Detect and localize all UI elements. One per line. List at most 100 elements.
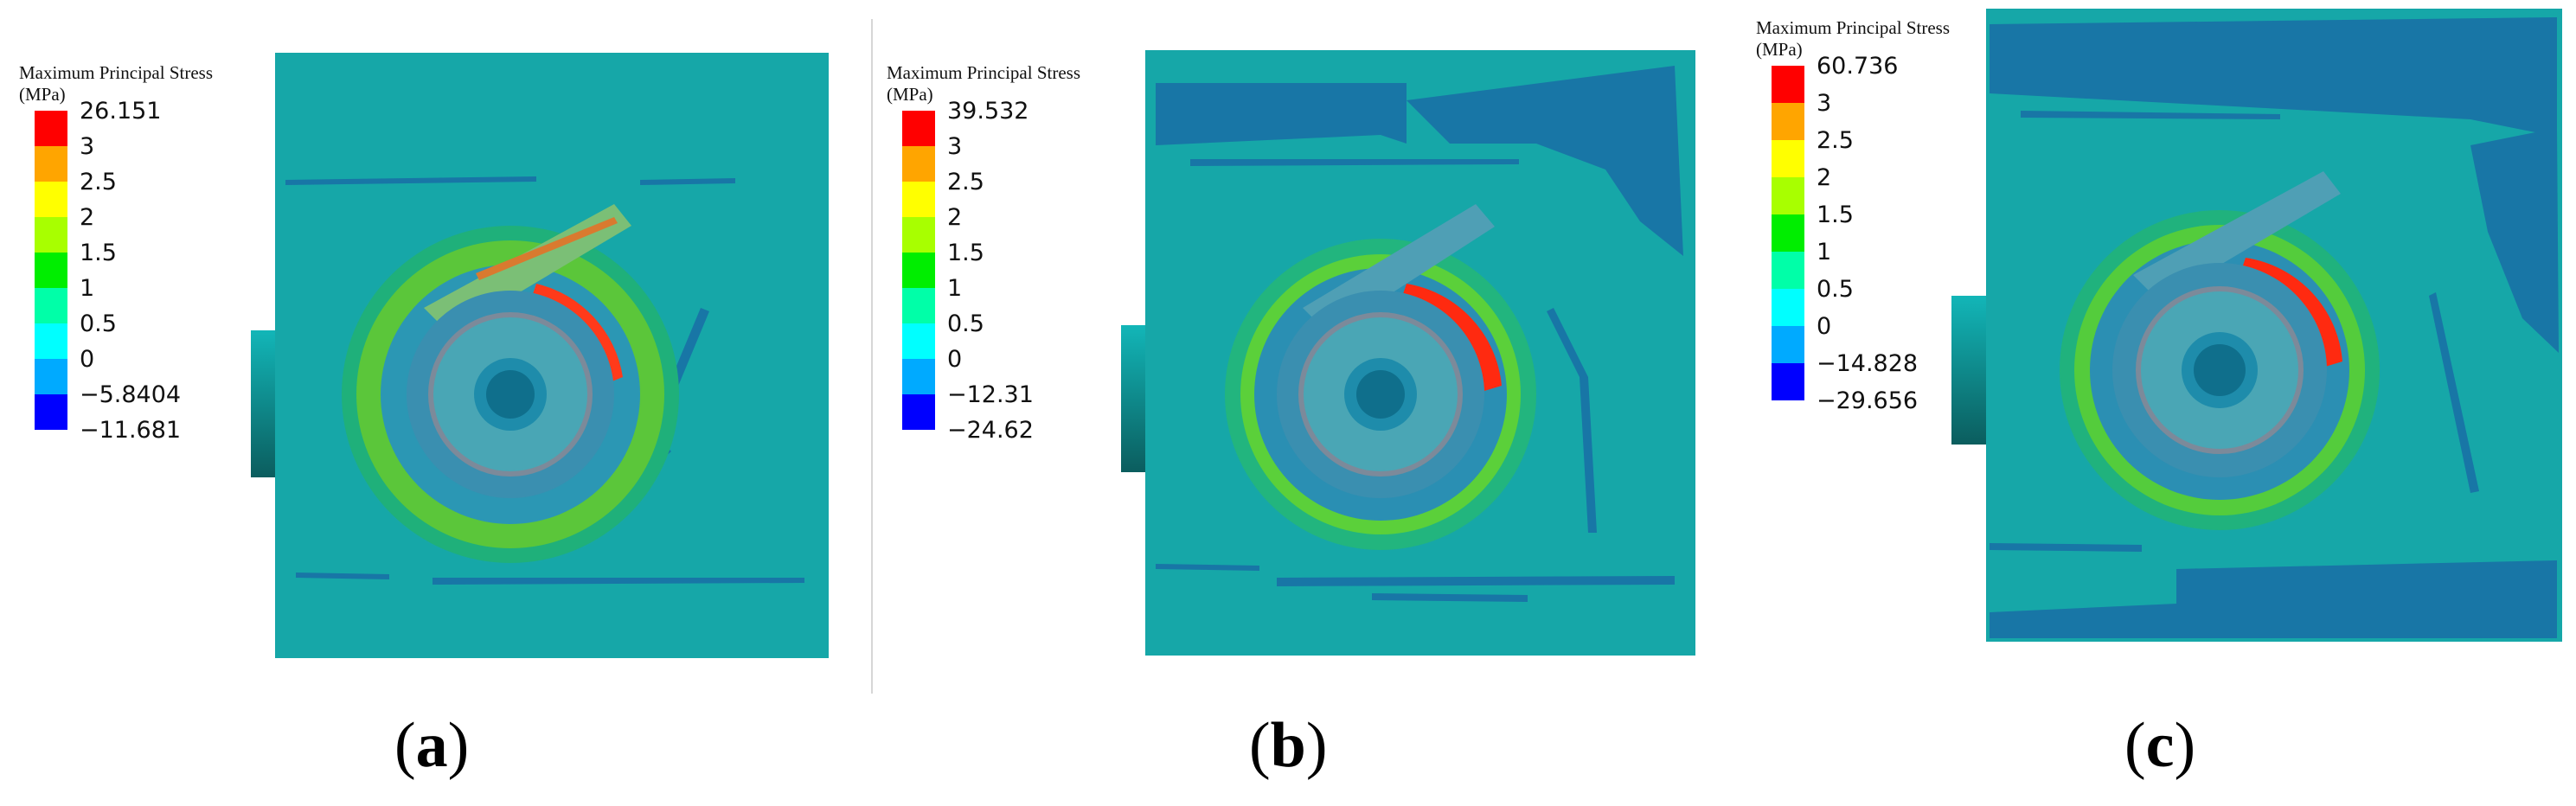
legend-tick: −24.62	[947, 417, 1034, 444]
legend-tick: 1.5	[947, 240, 984, 266]
stress-contour-b	[1121, 50, 1695, 656]
legend-swatch-cyan	[35, 323, 67, 359]
legend-tick: 0	[1817, 313, 1832, 340]
legend-tick: 1	[1817, 239, 1832, 265]
legend-title: Maximum Principal Stress	[19, 62, 213, 83]
caption-paren-open: (	[394, 710, 416, 781]
legend-swatch-green	[35, 253, 67, 288]
caption-paren-open: (	[2124, 710, 2146, 781]
legend-tick: 2.5	[80, 169, 117, 195]
legend-tick: −12.31	[947, 381, 1034, 408]
outlet-stripe	[476, 217, 618, 280]
caption-paren-close: )	[1305, 710, 1328, 781]
panel-caption-c: (c)	[2124, 709, 2195, 783]
caption-letter: b	[1270, 710, 1306, 781]
legend-swatch-lime	[35, 217, 67, 253]
legend-c: Maximum Principal Stress (MPa) 60.736 3 …	[1756, 17, 1950, 414]
legend-swatch-cyan	[1772, 289, 1804, 326]
legend-swatch-blue	[35, 394, 67, 430]
legend-swatch-orange	[902, 146, 935, 182]
crack-patch	[296, 573, 389, 579]
legend-swatch-red	[35, 111, 67, 146]
crack-patch	[1990, 17, 2557, 137]
legend-tick: 2.5	[947, 169, 984, 195]
legend-swatch-sky	[35, 359, 67, 394]
crack-patch	[1156, 83, 1407, 145]
legend-swatch-yellow	[1772, 140, 1804, 177]
stress-contour-a	[251, 53, 829, 658]
caption-letter: c	[2145, 710, 2175, 781]
crack-patch	[1277, 576, 1675, 586]
legend-swatch-orange	[35, 146, 67, 182]
legend-tick: −29.656	[1817, 387, 1919, 414]
legend-b: Maximum Principal Stress (MPa) 39.532 3 …	[887, 62, 1080, 444]
crack-patch	[2470, 128, 2559, 353]
legend-swatch-sky	[1772, 326, 1804, 363]
crack-patch	[2429, 292, 2479, 493]
legend-tick: 26.151	[80, 98, 162, 125]
crack-patch	[1990, 543, 2142, 552]
inlet-pipe-a	[251, 330, 275, 477]
legend-unit: (MPa)	[1756, 39, 1803, 60]
legend-unit: (MPa)	[887, 84, 933, 105]
legend-tick: 3	[947, 133, 963, 160]
legend-unit: (MPa)	[19, 84, 66, 105]
caption-paren-close: )	[447, 710, 470, 781]
legend-tick: 0	[80, 346, 95, 373]
legend-swatch-lime	[902, 217, 935, 253]
legend-a: Maximum Principal Stress (MPa) 26.151 3 …	[19, 62, 213, 444]
legend-swatch-lime	[1772, 177, 1804, 214]
legend-tick: 39.532	[947, 98, 1029, 125]
legend-swatch-orange	[1772, 103, 1804, 140]
legend-swatch-green	[1772, 214, 1804, 252]
crack-patch	[640, 178, 735, 185]
panel-divider	[871, 19, 873, 694]
legend-swatch-cyan	[902, 323, 935, 359]
legend-tick: 0.5	[947, 310, 984, 337]
inlet-pipe-c	[1951, 296, 1986, 445]
legend-tick: 0.5	[1817, 276, 1854, 303]
inlet-pipe-b	[1121, 325, 1145, 472]
crack-patch	[433, 578, 804, 585]
legend-swatch-sky	[902, 359, 935, 394]
shaft-bore	[486, 370, 535, 419]
caption-paren-close: )	[2174, 710, 2196, 781]
legend-tick: 1.5	[1817, 202, 1854, 228]
legend-swatch-teal	[35, 288, 67, 323]
crack-patch	[285, 176, 536, 185]
crack-patch	[1156, 564, 1259, 571]
shaft-bore	[1356, 370, 1405, 419]
crack-patch	[1547, 308, 1597, 533]
caption-paren-open: (	[1249, 710, 1271, 781]
shaft-bore	[2194, 344, 2246, 396]
stress-hotspot	[1401, 284, 1502, 391]
panel-caption-b: (b)	[1249, 709, 1327, 783]
legend-swatch-red	[1772, 66, 1804, 103]
caption-letter: a	[415, 710, 448, 781]
crack-patch	[1407, 66, 1683, 256]
legend-swatch-red	[902, 111, 935, 146]
crack-patch	[1190, 159, 1519, 166]
legend-tick: 3	[80, 133, 95, 160]
legend-swatch-green	[902, 253, 935, 288]
legend-tick: −11.681	[80, 417, 182, 444]
legend-swatch-blue	[902, 394, 935, 430]
legend-tick: 2	[947, 204, 963, 231]
legend-tick: 1	[80, 275, 95, 302]
legend-tick: 2	[1817, 164, 1832, 191]
legend-swatch-teal	[1772, 252, 1804, 289]
legend-tick: 2	[80, 204, 95, 231]
legend-title: Maximum Principal Stress	[887, 62, 1080, 83]
legend-swatch-yellow	[35, 182, 67, 217]
legend-tick: 3	[1817, 90, 1832, 117]
crack-patch	[1372, 593, 1528, 602]
panel-caption-a: (a)	[394, 709, 469, 783]
legend-tick: −5.8404	[80, 381, 182, 408]
legend-swatch-blue	[1772, 363, 1804, 400]
legend-tick: 2.5	[1817, 127, 1854, 154]
crack-patch	[1990, 560, 2557, 638]
crack-patch	[2021, 111, 2280, 119]
legend-tick: 1	[947, 275, 963, 302]
stress-contour-c	[1951, 9, 2562, 642]
legend-tick: 1.5	[80, 240, 117, 266]
